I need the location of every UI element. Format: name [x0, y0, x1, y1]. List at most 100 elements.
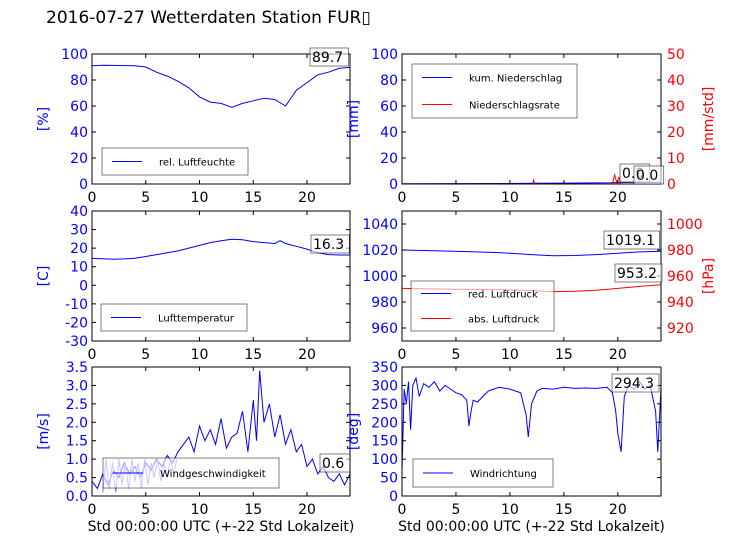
panel-top-right: 0 5 10 15 20 0 20 40 60 80 100 0 10 20 30 40 50 [mm] [mm/s… — [346, 47, 717, 206]
y2-tick-label: 980 — [667, 243, 694, 259]
value-box — [633, 165, 665, 185]
y-tick-label: 0 — [389, 177, 398, 193]
x-tick-label: 0 — [88, 190, 97, 206]
x-tick-label: 10 — [191, 347, 209, 363]
y-tick-label: -10 — [65, 297, 88, 313]
y-tick-label: 100 — [61, 47, 88, 63]
legend-label: kum. Niederschlag — [469, 74, 562, 85]
y-tick-label: 10 — [70, 260, 88, 276]
y-tick-label: 1.0 — [66, 452, 88, 468]
x-tick-label: 10 — [191, 502, 209, 518]
x-tick-label: 0 — [88, 347, 97, 363]
y-axis-label: [m/s] — [36, 413, 52, 450]
y-tick-label: 200 — [371, 415, 398, 431]
y-tick-label: 3.5 — [66, 360, 88, 376]
y-tick-label: 0 — [79, 278, 88, 294]
y2-tick-label: 920 — [667, 321, 694, 337]
y2-tick-label: 20 — [667, 125, 685, 141]
y-tick-label: 2.0 — [66, 415, 88, 431]
y-tick-label: 60 — [380, 99, 398, 115]
x-tick-label: 20 — [609, 502, 627, 518]
page-title: 2016-07-27 Wetterdaten Station FUR▯ — [46, 8, 371, 28]
x-axis-label: Std 00:00:00 UTC (+-22 Std Lokalzeit) — [88, 519, 355, 535]
y-tick-label: 40 — [380, 125, 398, 141]
axes-frame — [91, 210, 351, 342]
axes-frame — [91, 366, 351, 497]
y-tick-label: 30 — [70, 223, 88, 239]
x-tick-label: 5 — [141, 190, 150, 206]
y2-axis-label: [mm/std] — [701, 87, 717, 152]
series-line-windrichtung — [402, 376, 661, 471]
x-tick-label: 0 — [398, 347, 407, 363]
y2-axis-label: [hPa] — [701, 258, 717, 294]
y-tick-label: 960 — [371, 321, 398, 337]
x-tick-label: 10 — [501, 190, 519, 206]
value-box — [603, 230, 660, 250]
y-axis-label: [mm] — [346, 100, 362, 138]
value-box — [309, 47, 349, 67]
x-tick-label: 10 — [191, 190, 209, 206]
x-tick-label: 20 — [298, 502, 316, 518]
y-tick-label: 1020 — [362, 243, 398, 259]
axes-frame — [401, 53, 662, 185]
x-tick-label: 5 — [141, 502, 150, 518]
series-line-rel-luftfeuchte — [92, 64, 350, 108]
y-tick-label: 1.5 — [66, 434, 88, 450]
value-label: 953.2 — [617, 266, 657, 282]
y-tick-label: 20 — [70, 241, 88, 257]
y-tick-label: 20 — [380, 151, 398, 167]
y-tick-label: -20 — [65, 315, 88, 331]
y-tick-label: 80 — [70, 73, 88, 89]
series-line-kum-niederschlag — [402, 181, 661, 184]
y-tick-label: 40 — [70, 204, 88, 220]
y-tick-label: 0 — [389, 489, 398, 505]
value-box — [310, 234, 350, 254]
y-tick-label: 1000 — [362, 269, 398, 285]
panel-middle-right: 0 5 10 15 20 960 980 1000 1020 1040 920 940 960 980 10… — [362, 210, 717, 363]
panel-top-left: 0 5 10 15 20 0 20 40 60 80 100 [%] rel. Luftfeuchte 8… — [36, 47, 351, 206]
y-tick-label: 0 — [79, 177, 88, 193]
y2-tick-label: 50 — [667, 47, 685, 63]
y2-tick-label: 960 — [667, 269, 694, 285]
y-axis-label: [C] — [36, 266, 52, 287]
x-tick-label: 5 — [141, 347, 150, 363]
x-tick-label: 20 — [298, 347, 316, 363]
x-tick-label: 0 — [398, 502, 407, 518]
x-tick-label: 15 — [244, 502, 262, 518]
series-line-lufttemperatur — [92, 238, 350, 260]
y-tick-label: 100 — [371, 452, 398, 468]
y-tick-label: 250 — [371, 397, 398, 413]
y2-tick-label: 10 — [667, 151, 685, 167]
x-tick-label: 15 — [555, 347, 573, 363]
value-label: 0.0 — [636, 168, 658, 184]
legend-label: abs. Luftdruck — [468, 315, 539, 326]
value-box — [611, 373, 660, 393]
x-tick-label: 5 — [451, 502, 460, 518]
value-label: 1019.1 — [606, 233, 655, 249]
x-tick-label: 5 — [451, 347, 460, 363]
y-tick-label: 300 — [371, 378, 398, 394]
y-tick-label: -30 — [65, 334, 88, 350]
y2-tick-label: 30 — [667, 99, 685, 115]
value-box — [319, 453, 351, 473]
panel-middle-left: 0 5 10 15 20 -30 -20 -10 0 10 20 30 40 [C] Lufttempera… — [36, 204, 351, 363]
x-axis-label: Std 00:00:00 UTC (+-22 Std Lokalzeit) — [398, 519, 665, 535]
y-tick-label: 2.5 — [66, 397, 88, 413]
x-tick-label: 10 — [501, 347, 519, 363]
y-tick-label: 350 — [371, 360, 398, 376]
x-tick-label: 15 — [555, 190, 573, 206]
legend-label: red. Luftdruck — [468, 290, 538, 301]
y2-tick-label: 940 — [667, 295, 694, 311]
legend-label: rel. Luftfeuchte — [159, 158, 235, 169]
y-tick-label: 0.0 — [66, 489, 88, 505]
legend-box — [411, 63, 578, 119]
y-tick-label: 0.5 — [66, 471, 88, 487]
y-tick-label: 40 — [70, 125, 88, 141]
x-tick-label: 20 — [298, 190, 316, 206]
y2-tick-label: 0 — [667, 177, 676, 193]
value-label: 294.3 — [614, 376, 654, 392]
y-tick-label: 980 — [371, 295, 398, 311]
legend-label: Windgeschwindigkeit — [160, 469, 266, 480]
